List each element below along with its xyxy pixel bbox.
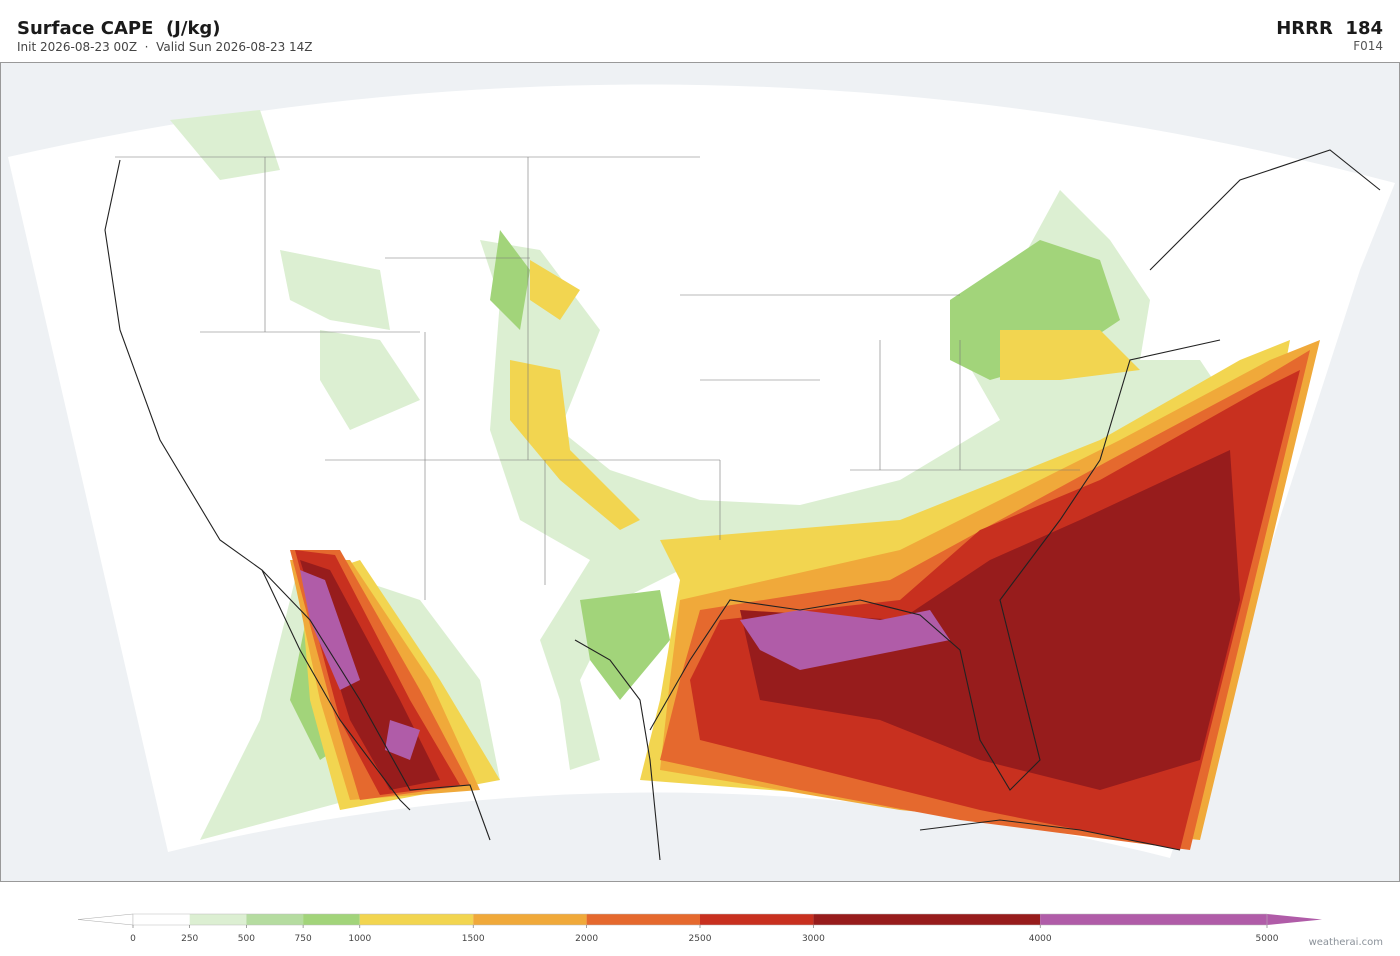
colorbar-tick-label: 5000 xyxy=(1256,934,1279,944)
colorbar-under xyxy=(77,913,134,926)
colorbar-over xyxy=(1267,914,1322,925)
colorbar: 0 250 500 750 1000 1500 2000 2500 3000 4000 5000 xyxy=(77,913,1322,944)
colorbar-segment xyxy=(303,914,360,925)
watermark: weatherai.com xyxy=(1309,937,1383,948)
colorbar-segment xyxy=(813,914,1041,925)
model-name: HRRR 184 xyxy=(1276,18,1383,39)
colorbar-segment xyxy=(246,914,304,925)
colorbar-tick-label: 2000 xyxy=(575,934,598,944)
cape-4000 xyxy=(300,570,950,760)
colorbar-tick-label: 2500 xyxy=(689,934,712,944)
colorbar-tick-label: 3000 xyxy=(802,934,825,944)
colorbar-segment xyxy=(359,914,474,925)
subtitle: Init 2026-08-23 00Z · Valid Sun 2026-08-… xyxy=(17,40,313,54)
state-borders xyxy=(115,156,1080,600)
colorbar-tick-label: 500 xyxy=(238,934,255,944)
colorbar-segment xyxy=(133,914,190,925)
colorbar-tick-label: 1500 xyxy=(462,934,485,944)
colorbar-tick-label: 250 xyxy=(181,934,198,944)
colorbar-segment xyxy=(1040,914,1267,925)
colorbar-segment xyxy=(189,914,247,925)
colorbar-segment xyxy=(700,914,814,925)
colorbar-tick-label: 0 xyxy=(130,934,136,944)
forecast-hour: F014 xyxy=(1353,39,1383,53)
colorbar-segment xyxy=(473,914,587,925)
colorbar-tick-label: 750 xyxy=(295,934,312,944)
colorbar-tick-label: 4000 xyxy=(1029,934,1052,944)
colorbar-tick-label: 1000 xyxy=(348,934,371,944)
colorbar-segment xyxy=(586,914,700,925)
coastlines xyxy=(104,149,1381,861)
title: Surface CAPE (J/kg) xyxy=(17,18,221,39)
map xyxy=(0,62,1400,882)
